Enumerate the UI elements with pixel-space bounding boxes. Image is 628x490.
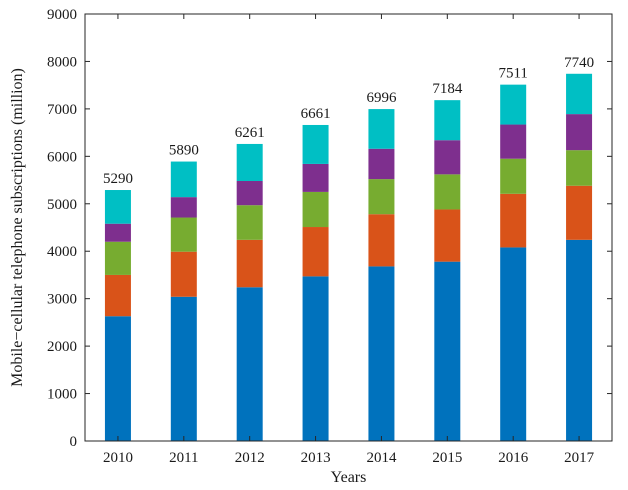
y-tick-label-6000: 6000 xyxy=(47,149,77,165)
bar-2014-segment-1 xyxy=(368,266,395,441)
bar-2013-segment-3 xyxy=(302,191,329,228)
bar-2014-segment-2 xyxy=(368,214,395,267)
axes: 2010 2011 2012 2013 2014 2015 2016 2017 0 1000 200… xyxy=(47,7,613,466)
x-tick-label-2011: 2011 xyxy=(169,450,198,466)
bar-2016-segment-4 xyxy=(500,124,527,159)
x-tick-label-2015: 2015 xyxy=(432,450,462,466)
y-tick-label-8000: 8000 xyxy=(47,54,77,70)
bar-2011-segment-3 xyxy=(170,217,197,252)
x-axis-label: Years xyxy=(331,469,367,486)
bar-2013-segment-4 xyxy=(302,163,329,192)
bar-2017-segment-5 xyxy=(566,73,593,115)
bar-2014-segment-3 xyxy=(368,179,395,215)
bar-2017-segment-2 xyxy=(566,185,593,240)
y-tick-label-2000: 2000 xyxy=(47,339,77,355)
bar-2015-segment-4 xyxy=(434,140,461,175)
bar-2011-segment-5 xyxy=(170,161,197,198)
bar-2014-segment-4 xyxy=(368,148,395,180)
total-label-2015: 7184 xyxy=(432,81,463,97)
bar-2017-segment-4 xyxy=(566,114,593,151)
bar-2015-segment-1 xyxy=(434,261,461,441)
y-tick-label-7000: 7000 xyxy=(47,102,77,118)
bar-2015-segment-3 xyxy=(434,174,461,210)
bar-2010-segment-1 xyxy=(104,316,131,441)
total-label-2011: 5890 xyxy=(169,143,199,159)
x-tick-label-2010: 2010 xyxy=(103,450,133,466)
bar-2017-segment-3 xyxy=(566,150,593,186)
bar-2012-segment-3 xyxy=(236,205,263,240)
total-labels: 5290 5890 6261 6661 6996 7184 7511 7740 xyxy=(103,55,594,187)
y-axis-label: Mobile−cellular telephone subscriptions … xyxy=(9,68,26,387)
bar-2016-segment-5 xyxy=(500,84,527,125)
x-tick-label-2017: 2017 xyxy=(564,450,595,466)
y-tick-label-4000: 4000 xyxy=(47,244,77,260)
bar-2014-segment-5 xyxy=(368,109,395,149)
bar-2012-segment-4 xyxy=(236,181,263,206)
bar-series-group xyxy=(104,73,593,441)
total-label-2016: 7511 xyxy=(498,66,527,82)
bar-2013-segment-5 xyxy=(302,124,329,164)
bar-2016-segment-1 xyxy=(500,247,527,441)
plot-frame xyxy=(84,13,613,442)
bar-2016-segment-3 xyxy=(500,158,527,194)
x-tick-label-2014: 2014 xyxy=(366,450,397,466)
bar-2012-segment-2 xyxy=(236,239,263,288)
bar-2010-segment-4 xyxy=(104,223,131,242)
total-label-2010: 5290 xyxy=(103,171,133,187)
bar-2013-segment-1 xyxy=(302,276,329,441)
total-label-2012: 6261 xyxy=(235,125,265,141)
bar-2015-segment-5 xyxy=(434,100,461,141)
bar-2013-segment-2 xyxy=(302,227,329,277)
y-tick-label-9000: 9000 xyxy=(47,7,77,23)
total-label-2017: 7740 xyxy=(564,55,594,71)
y-tick-label-1000: 1000 xyxy=(47,387,77,403)
bar-2011-segment-2 xyxy=(170,251,197,297)
x-tick-label-2012: 2012 xyxy=(235,450,265,466)
bar-2015-segment-2 xyxy=(434,209,461,262)
bar-2010-segment-5 xyxy=(104,190,131,224)
bar-2012-segment-5 xyxy=(236,143,263,182)
bar-2010-segment-2 xyxy=(104,274,131,317)
bar-2010-segment-3 xyxy=(104,241,131,275)
x-tick-label-2016: 2016 xyxy=(498,450,529,466)
bar-2017-segment-1 xyxy=(566,239,593,441)
y-tick-label-5000: 5000 xyxy=(47,197,77,213)
bar-2011-segment-4 xyxy=(170,197,197,218)
y-tick-label-3000: 3000 xyxy=(47,292,77,308)
x-tick-label-2013: 2013 xyxy=(301,450,331,466)
total-label-2014: 6996 xyxy=(366,90,397,106)
bar-2012-segment-1 xyxy=(236,287,263,441)
bar-2011-segment-1 xyxy=(170,296,197,441)
total-label-2013: 6661 xyxy=(301,106,331,122)
bar-2016-segment-2 xyxy=(500,193,527,248)
y-tick-label-0: 0 xyxy=(70,434,78,450)
